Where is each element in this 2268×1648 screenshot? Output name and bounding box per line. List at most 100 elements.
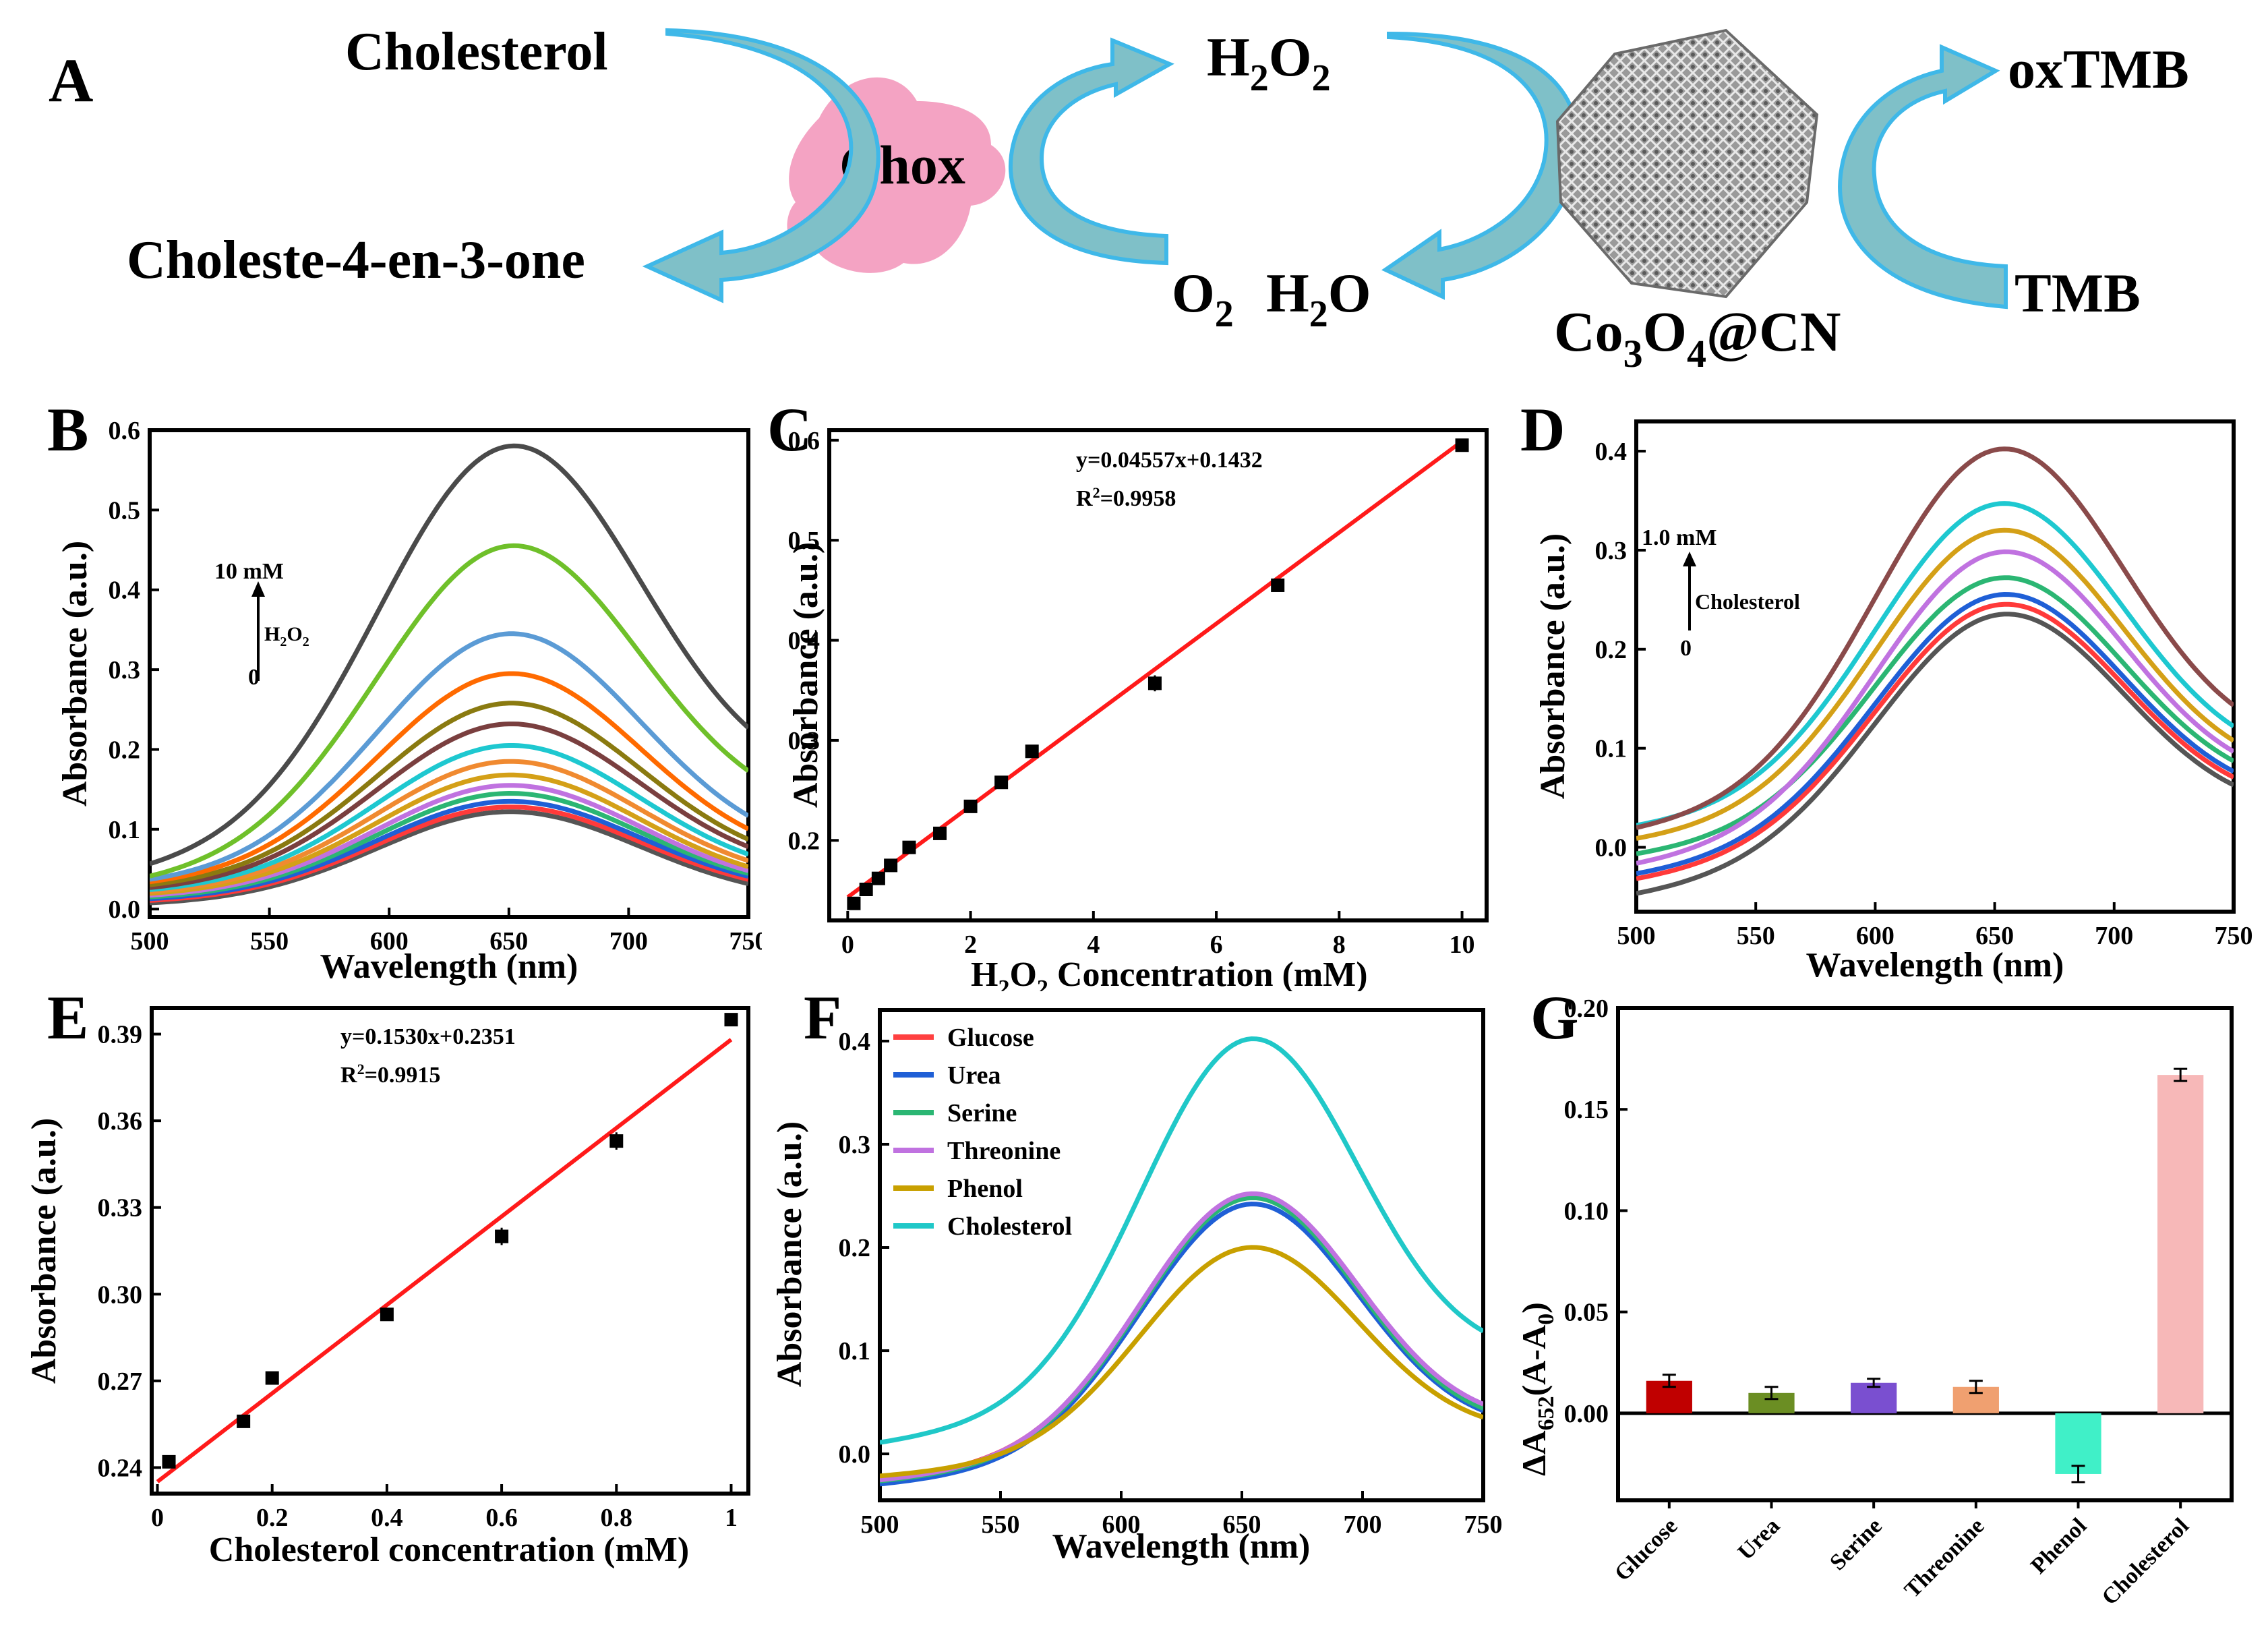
data-point-c (994, 775, 1009, 790)
category-label-cholesterol: Cholesterol (2097, 1513, 2194, 1610)
legend-label-urea: Urea (947, 1061, 1001, 1090)
x-tick-label-c: 4 (1087, 931, 1100, 959)
y-tick-label-c: 0.2 (788, 827, 820, 855)
fit-line-e (156, 1038, 733, 1483)
y-tick-label-d: 0.3 (1595, 537, 1628, 565)
b-note-top: 10 mM (214, 559, 284, 584)
data-point-c (933, 826, 947, 840)
y-tick-label-c: 0.4 (788, 627, 820, 655)
bar-serine (1851, 1382, 1897, 1413)
plot-frame-f (878, 1008, 1485, 1502)
y-tick-label-g: 0.20 (1564, 995, 1609, 1023)
data-point-c (1271, 578, 1285, 592)
data-point-c (1147, 676, 1162, 690)
x-tick-label-e: 0.8 (601, 1504, 633, 1532)
curved-arrow-cholesterol-icon (642, 28, 881, 303)
y-tick-label-f: 0.0 (839, 1440, 871, 1469)
o2-label: O2 (1172, 262, 1234, 335)
data-point-c (871, 871, 885, 885)
d-note-mid: Cholesterol (1695, 589, 1800, 614)
data-point-e (380, 1307, 394, 1322)
x-tick-label-f: 500 (861, 1510, 899, 1539)
category-label-urea: Urea (1733, 1513, 1785, 1564)
x-tick-label-b: 700 (609, 927, 648, 955)
chart-b-h2o2-spectra: B 10 mM H2O2 0 500 550 600 650 700 750 0.0 0.1 0… (47, 398, 762, 986)
y-axis-label-f: Absorbance (a.u.) (771, 1121, 809, 1387)
b-note-bottom: 0 (248, 665, 260, 690)
category-label-glucose: Glucose (1610, 1513, 1683, 1586)
plot-frame-b (148, 428, 750, 919)
series-line-b-s7 (150, 759, 748, 894)
y-tick-label-b: 0.6 (109, 417, 141, 445)
series-line-b-s13 (150, 543, 748, 879)
x-tick-label-e: 0.2 (256, 1504, 289, 1532)
reaction-scheme: A Chox Cholesterol Choleste-4-en-3-one O… (49, 22, 2189, 376)
x-tick-label-b: 500 (131, 927, 169, 955)
y-axis-label-b: Absorbance (a.u.) (56, 541, 94, 806)
series-line-d-s6 (1636, 527, 2234, 841)
data-point-e (724, 1013, 738, 1027)
data-point-c (1025, 744, 1039, 759)
x-tick-label-e: 0 (151, 1504, 164, 1532)
oxtmb-label: oxTMB (2008, 38, 2189, 100)
panel-label-f: F (804, 983, 841, 1052)
y-tick-label-g: 0.05 (1564, 1299, 1609, 1327)
plot-frame-g (1616, 1006, 2234, 1502)
data-point-c (847, 896, 861, 910)
y-tick-label-b: 0.1 (109, 816, 141, 844)
y-tick-label-e: 0.36 (98, 1107, 143, 1136)
chart-e-cholesterol-calibration: E y=0.1530x+0.2351 R2=0.9915 0 0.2 0.4 0.6 0… (25, 983, 750, 1569)
tmb-label: TMB (2015, 262, 2141, 324)
bar-cholesterol (2157, 1075, 2204, 1413)
y-tick-label-c: 0.3 (788, 727, 820, 755)
d-note-arrowhead-icon (1683, 552, 1696, 566)
y-tick-label-b: 0.5 (109, 496, 141, 525)
data-point-e (237, 1414, 251, 1428)
category-label-phenol: Phenol (2026, 1513, 2091, 1579)
data-point-c (963, 799, 978, 813)
h2o2-label: H2O2 (1207, 26, 1331, 99)
series-line-b-0 (150, 809, 748, 906)
x-tick-label-d: 650 (1975, 922, 2014, 950)
category-label-serine: Serine (1825, 1513, 1887, 1575)
series-line-d-s5 (1636, 549, 2234, 866)
b-note-h2o2: H2O2 (264, 623, 309, 649)
series-line-f-urea (880, 1201, 1483, 1487)
x-tick-label-e: 0.4 (371, 1504, 403, 1532)
y-axis-label-c: Absorbance (a.u.) (787, 542, 825, 808)
series-line-d-s4 (1636, 575, 2234, 856)
x-tick-label-d: 550 (1737, 922, 1775, 950)
y-tick-label-d: 0.4 (1595, 438, 1628, 466)
b-note-arrowhead-icon (251, 581, 265, 597)
x-axis-label-f: Wavelength (nm) (1052, 1527, 1311, 1566)
chart-d-cholesterol-spectra: D 1.0 mM Cholesterol 0 500 550 600 650 700 75… (1520, 398, 2253, 984)
y-tick-label-c: 0.5 (788, 527, 820, 555)
x-tick-label-f: 650 (1223, 1510, 1261, 1539)
series-line-b-10-mm (150, 443, 748, 866)
y-tick-label-e: 0.27 (98, 1367, 143, 1396)
data-point-c (902, 840, 916, 854)
x-tick-label-c: 6 (1210, 931, 1223, 959)
y-tick-label-e: 0.24 (98, 1454, 143, 1482)
y-tick-label-b: 0.4 (109, 577, 141, 605)
h2o-label: H2O (1266, 262, 1371, 335)
series-line-d-0 (1636, 612, 2234, 896)
y-tick-label-d: 0.1 (1595, 735, 1628, 763)
y-tick-label-g: 0.10 (1564, 1197, 1609, 1225)
y-tick-label-e: 0.33 (98, 1194, 143, 1223)
panel-label-a: A (49, 46, 93, 115)
plot-frame-d (1634, 419, 2236, 914)
catalyst-label: Co3O4@CN (1554, 301, 1841, 376)
y-tick-label-g: 0.15 (1564, 1096, 1609, 1124)
panel-label-d: D (1520, 398, 1565, 464)
x-tick-label-c: 10 (1450, 931, 1475, 959)
panel-label-e: E (47, 983, 88, 1052)
c-x-axis-label: H2O2 Concentration (mM) (971, 955, 1368, 991)
legend-label-threonine: Threonine (947, 1137, 1061, 1165)
chart-g-selectivity-bars: G ΔA652(A-A0) 0.00 0.05 0.10 0.15 0.20 Glucos… (1515, 983, 2234, 1610)
choleste-one-label: Choleste-4-en-3-one (127, 231, 585, 290)
d-note-top: 1.0 mM (1642, 525, 1717, 550)
x-tick-label-f: 600 (1102, 1510, 1141, 1539)
e-r-squared: R2=0.9915 (340, 1061, 440, 1088)
series-line-d-1-0-mm (1636, 446, 2234, 830)
